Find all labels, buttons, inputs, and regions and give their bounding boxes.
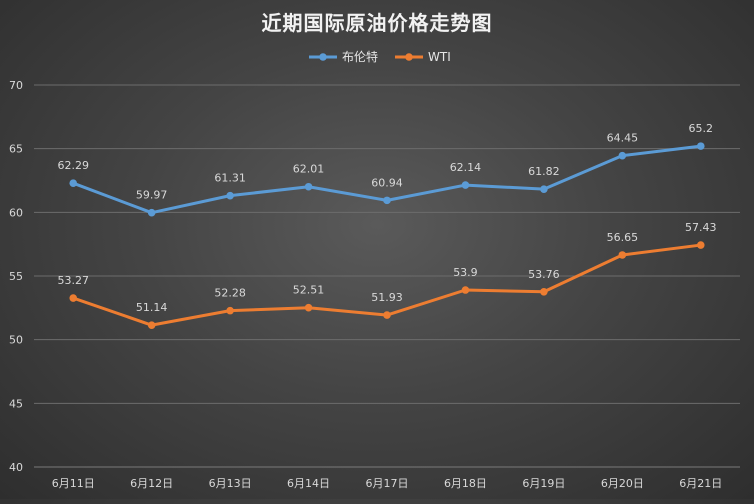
data-point — [696, 142, 705, 150]
data-label: 57.43 — [685, 221, 717, 234]
data-point — [383, 196, 391, 205]
x-tick-label: 6月14日 — [287, 477, 330, 490]
legend-label: WTI — [428, 50, 451, 64]
x-tick-label: 6月11日 — [52, 477, 95, 490]
y-tick-label: 60 — [9, 206, 23, 219]
data-label: 56.65 — [607, 231, 639, 244]
y-tick-label: 70 — [9, 79, 23, 92]
x-tick-label: 6月18日 — [444, 477, 487, 490]
x-tick-label: 6月17日 — [366, 477, 409, 490]
data-label: 64.45 — [607, 132, 639, 145]
x-axis: 6月11日 6月12日 6月13日 6月14日 6月17日 6月18日 6月19日 6月20日… — [52, 477, 723, 490]
data-label: 62.29 — [57, 159, 89, 172]
data-point — [226, 191, 234, 200]
data-label: 59.97 — [136, 189, 168, 202]
data-point — [383, 311, 391, 319]
data-point — [461, 181, 470, 189]
data-point — [461, 286, 470, 294]
x-tick-label: 6月21日 — [679, 477, 722, 490]
data-label: 53.9 — [453, 266, 478, 279]
data-point — [618, 251, 627, 259]
legend: 布伦特 WTI — [309, 49, 451, 64]
y-tick-label: 55 — [9, 270, 23, 283]
y-axis: 40 45 50 55 60 65 70 — [9, 79, 23, 474]
y-tick-label: 40 — [9, 461, 23, 474]
data-point — [69, 294, 78, 302]
series-group: 53.27 51.14 52.28 52.51 51.93 53.9 53.76 56.65 5… — [57, 221, 717, 329]
chart-title: 近期国际原油价格走势图 — [262, 11, 493, 35]
legend-item: WTI — [395, 50, 451, 64]
data-label: 62.01 — [293, 163, 325, 176]
y-tick-label: 50 — [9, 334, 23, 347]
x-tick-label: 6月20日 — [601, 477, 644, 490]
data-point — [147, 321, 156, 329]
data-label: 65.2 — [689, 122, 714, 135]
data-point — [696, 241, 705, 249]
data-label: 61.31 — [214, 172, 246, 185]
data-label: 62.14 — [450, 161, 482, 174]
data-label: 52.51 — [293, 284, 325, 297]
data-point — [226, 306, 234, 315]
data-label: 51.93 — [371, 291, 403, 304]
data-point — [304, 182, 313, 191]
data-label: 52.28 — [214, 287, 246, 300]
data-point — [618, 151, 627, 160]
data-label: 61.82 — [528, 165, 560, 178]
data-label: 60.94 — [371, 176, 403, 189]
data-point — [304, 303, 313, 312]
y-tick-label: 65 — [9, 143, 23, 156]
legend-marker — [319, 53, 327, 61]
x-tick-label: 6月13日 — [209, 477, 252, 490]
x-tick-label: 6月19日 — [522, 477, 565, 490]
data-point — [540, 185, 548, 193]
series-group: 62.29 59.97 61.31 62.01 60.94 62.14 61.82 64.45… — [57, 122, 714, 217]
data-label: 53.76 — [528, 268, 560, 281]
series-layer: 62.29 59.97 61.31 62.01 60.94 62.14 61.82 64.45… — [57, 122, 717, 329]
data-point — [540, 287, 548, 296]
x-tick-label: 6月12日 — [130, 477, 173, 490]
legend-label: 布伦特 — [342, 49, 378, 64]
legend-marker — [405, 53, 413, 61]
data-point — [69, 179, 78, 187]
legend-item: 布伦特 — [309, 49, 378, 64]
y-tick-label: 45 — [9, 397, 23, 410]
data-label: 51.14 — [136, 301, 168, 314]
data-point — [147, 208, 156, 217]
data-label: 53.27 — [57, 274, 89, 287]
